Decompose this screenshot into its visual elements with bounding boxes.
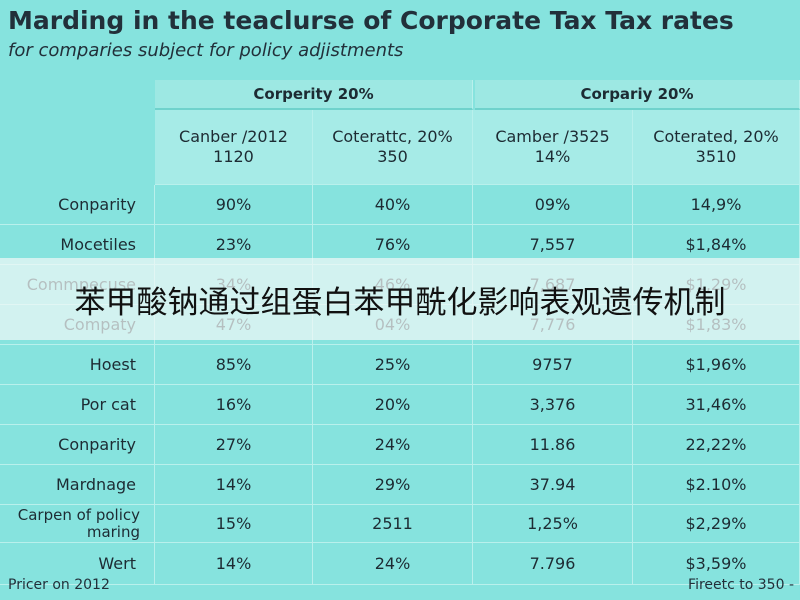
table-cell: 14% xyxy=(155,543,313,585)
column-header-label: Canber /2012 xyxy=(179,127,288,146)
column-header-label: Coterattc, 20% xyxy=(332,127,453,146)
table-cell: 9757 xyxy=(473,345,633,385)
footer-left: Pricer on 2012 xyxy=(8,577,110,593)
row-label: Por cat xyxy=(0,385,155,425)
table-cell: 90% xyxy=(155,185,313,225)
table-cell: $2,29% xyxy=(633,505,800,543)
table-cell: 29% xyxy=(313,465,473,505)
row-label: Conparity xyxy=(0,425,155,465)
column-header-label: Coterated, 20% xyxy=(653,127,779,146)
table-cell: 20% xyxy=(313,385,473,425)
row-label: Wert xyxy=(0,543,155,585)
banner: 苯甲酸钠通过组蛋白苯甲酰化影响表观遗传机制 xyxy=(0,258,800,340)
table-cell: 24% xyxy=(313,543,473,585)
column-header: Coterated, 20% 3510 xyxy=(633,110,800,185)
table-cell: 27% xyxy=(155,425,313,465)
table-cell: 22,22% xyxy=(633,425,800,465)
subtitle: for comparies subject for policy adjistm… xyxy=(8,40,404,61)
table-cell: 15% xyxy=(155,505,313,543)
table-cell: 37.94 xyxy=(473,465,633,505)
title: Marding in the teaclurse of Corporate Ta… xyxy=(8,6,734,35)
column-header: Camber /3525 14% xyxy=(473,110,633,185)
footer-right: Fireetc to 350 - xyxy=(688,577,794,593)
table-cell: 31,46% xyxy=(633,385,800,425)
table-cell: 14,9% xyxy=(633,185,800,225)
table-cell: 85% xyxy=(155,345,313,385)
table-cell: 7.796 xyxy=(473,543,633,585)
table-cell: 16% xyxy=(155,385,313,425)
row-label: Carpen of policy maring xyxy=(0,505,155,543)
row-label: Hoest xyxy=(0,345,155,385)
row-label: Mardnage xyxy=(0,465,155,505)
table-cell: 25% xyxy=(313,345,473,385)
column-header-value: 3510 xyxy=(695,147,737,166)
table-cell: 1,25% xyxy=(473,505,633,543)
table-cell: 09% xyxy=(473,185,633,225)
table-cell: 24% xyxy=(313,425,473,465)
group-header: Corpariy 20% xyxy=(475,80,800,110)
table-cell: 14% xyxy=(155,465,313,505)
column-header-value: 350 xyxy=(377,147,408,166)
column-header: Coterattc, 20% 350 xyxy=(313,110,473,185)
table-cell: $2.10% xyxy=(633,465,800,505)
table-cell: 11.86 xyxy=(473,425,633,465)
table-cell: 40% xyxy=(313,185,473,225)
table-cell: $1,96% xyxy=(633,345,800,385)
group-header: Corperity 20% xyxy=(155,80,473,110)
column-header-label: Camber /3525 xyxy=(495,127,610,146)
row-label: Conparity xyxy=(0,185,155,225)
column-header-value: 14% xyxy=(534,147,571,166)
column-header-value: 1120 xyxy=(213,147,254,166)
table-cell: 2511 xyxy=(313,505,473,543)
table-cell: 3,376 xyxy=(473,385,633,425)
column-header: Canber /2012 1120 xyxy=(155,110,313,185)
